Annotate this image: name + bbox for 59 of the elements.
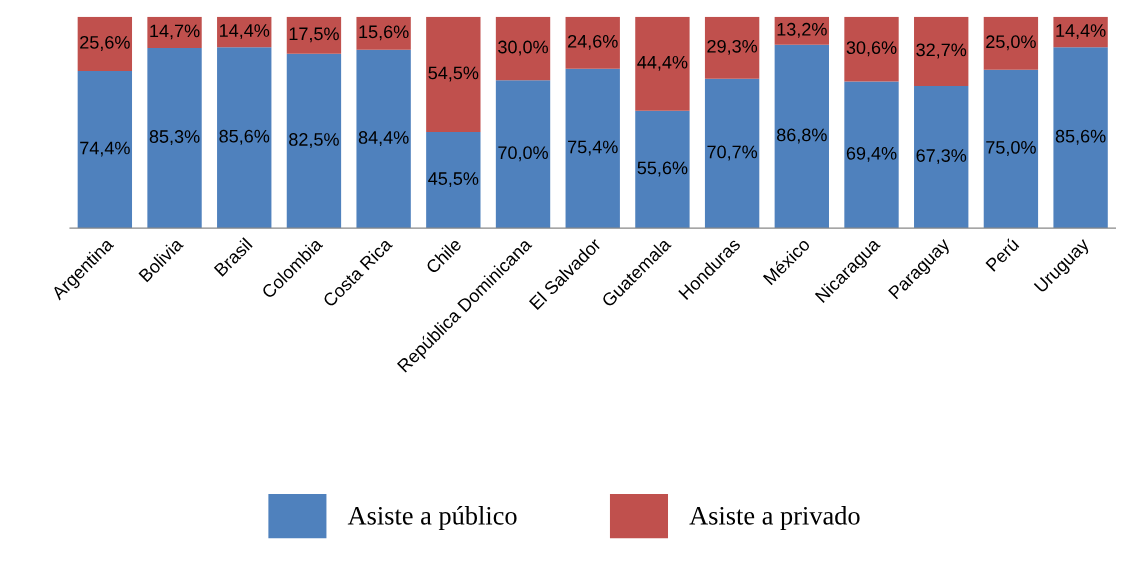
bar: [286, 16, 342, 54]
bar: [217, 47, 272, 229]
bar: [1053, 47, 1108, 229]
data-label: 70,0%: [498, 146, 548, 162]
bar: [495, 16, 551, 81]
data-label: 13,2%: [777, 22, 827, 38]
bar: [914, 16, 969, 86]
bar: [426, 132, 481, 229]
bar: [983, 69, 1039, 229]
data-label: 44,4%: [637, 55, 688, 71]
data-label: 25,0%: [986, 35, 1036, 51]
bar: [635, 16, 690, 111]
data-label: 85,3%: [149, 130, 200, 146]
data-label: 54,5%: [428, 66, 479, 82]
data-label: 14,4%: [1056, 24, 1106, 40]
bar: [565, 16, 620, 69]
data-label: 74,4%: [80, 141, 130, 157]
data-label: 85,6%: [219, 129, 270, 145]
data-label: 69,4%: [846, 146, 897, 162]
data-label: 55,6%: [637, 161, 688, 177]
data-label: 25,6%: [80, 35, 130, 51]
data-label: 14,4%: [220, 24, 270, 40]
bar: [147, 16, 202, 48]
bar: [356, 16, 411, 50]
bar: [565, 68, 620, 229]
bar: [147, 47, 202, 229]
bar: [983, 16, 1039, 70]
data-label: 84,4%: [358, 131, 409, 146]
data-label: 30,6%: [846, 41, 897, 57]
data-label: 75,0%: [986, 140, 1036, 156]
bar: [844, 81, 899, 229]
data-label: 86,8%: [777, 128, 827, 144]
data-label: 29,3%: [707, 39, 758, 55]
bar: [426, 16, 481, 133]
data-label: 32,7%: [916, 43, 967, 59]
bar: [286, 53, 342, 229]
data-label: 82,5%: [289, 133, 339, 148]
bar: [495, 80, 551, 229]
legend-label: Asiste a público: [347, 506, 517, 531]
bar: [844, 16, 899, 82]
bar: [77, 70, 133, 229]
data-label: 30,0%: [498, 40, 548, 56]
data-label: 70,7%: [707, 145, 758, 161]
legend-label: Asiste a privado: [689, 506, 860, 531]
data-label: 17,5%: [289, 27, 339, 43]
data-label: 15,6%: [359, 25, 409, 41]
data-label: 14,7%: [150, 24, 200, 40]
data-label: 45,5%: [428, 172, 479, 188]
data-label: 85,6%: [1055, 129, 1106, 145]
bar: [77, 16, 133, 71]
bar: [704, 16, 760, 79]
data-label: 24,6%: [568, 34, 618, 50]
bar: [635, 110, 690, 229]
data-label: 67,3%: [916, 149, 967, 165]
bar: [356, 49, 411, 229]
data-label: 75,4%: [568, 140, 618, 156]
bar: [704, 78, 760, 229]
bar: [774, 44, 829, 229]
bar: [914, 85, 969, 229]
